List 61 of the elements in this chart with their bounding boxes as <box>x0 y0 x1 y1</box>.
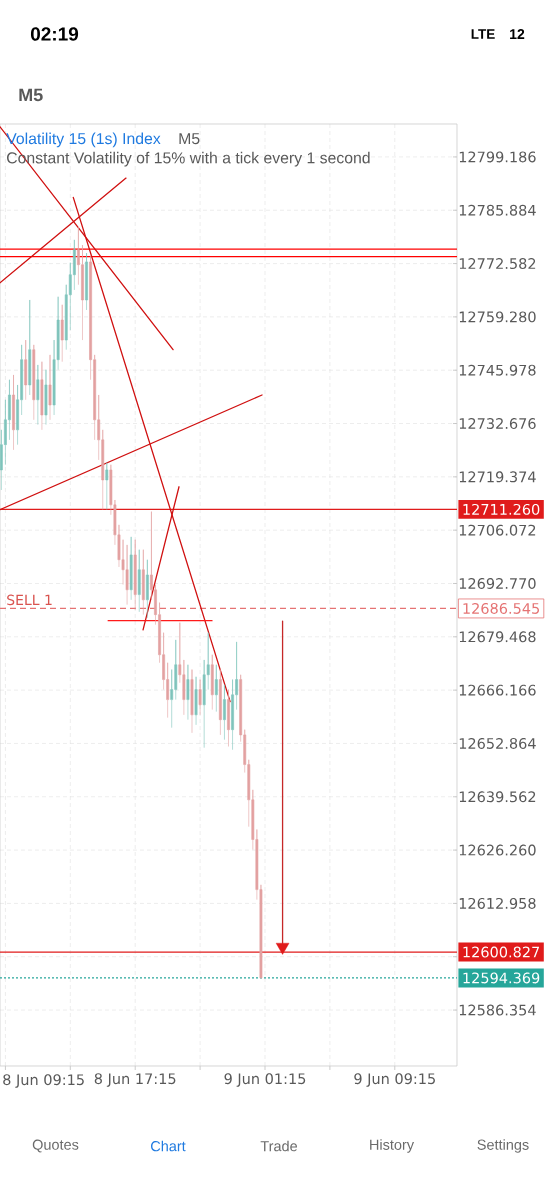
candlestick <box>125 544 129 605</box>
y-tick-label: 12692.770 <box>459 577 536 589</box>
y-tick-label: 12772.582 <box>459 258 536 270</box>
text: 02:19 <box>30 27 79 41</box>
y-tick-label: 12652.864 <box>459 737 536 749</box>
ref-line-label: 12600.827 <box>463 946 540 958</box>
y-tick-label: 12719.374 <box>459 471 536 483</box>
candlestick <box>32 344 36 421</box>
y-tick-label: 12785.884 <box>459 204 536 216</box>
text: Trade <box>260 1140 298 1152</box>
text: LTE <box>471 29 495 39</box>
ref-line-label: 12686.545 <box>463 602 540 614</box>
y-tick-label: 12612.958 <box>459 897 536 909</box>
y-tick-label: 12799.186 <box>459 151 536 163</box>
candlestick <box>12 374 15 451</box>
text: 12 <box>510 29 525 39</box>
candlestick <box>218 669 222 736</box>
text: History <box>370 1139 415 1153</box>
x-tick-label: 9 Jun 01:15 <box>224 1073 306 1087</box>
candlestick <box>44 369 48 425</box>
text: M5 <box>19 88 43 102</box>
candlestick <box>194 676 198 726</box>
candlestick <box>145 559 149 619</box>
candlestick <box>129 536 133 601</box>
candlestick <box>223 684 226 740</box>
candlestick <box>24 339 28 401</box>
text: 8 Jun 09:15 <box>3 1074 84 1088</box>
annotation: SELL 1 <box>7 594 52 606</box>
y-tick-label: 12626.260 <box>459 844 536 856</box>
y-tick-label: 12666.166 <box>459 684 536 696</box>
candlestick <box>36 364 40 425</box>
x-tick-label: 8 Jun 17:15 <box>94 1073 176 1087</box>
candlestick <box>227 689 230 747</box>
candlestick <box>133 539 137 611</box>
candlestick <box>186 664 190 720</box>
y-tick-label: 12586.354 <box>459 1004 536 1016</box>
candlestick <box>198 679 202 716</box>
candlestick <box>137 549 141 613</box>
ref-line-label: 12711.260 <box>463 503 540 515</box>
y-tick-label: 12679.468 <box>459 631 536 643</box>
x-tick-label: 9 Jun 09:15 <box>354 1073 435 1087</box>
y-tick-label: 12759.280 <box>459 311 536 323</box>
y-tick-label: 12639.562 <box>459 791 536 803</box>
text: Settings <box>477 1139 529 1153</box>
candlestick <box>28 299 32 396</box>
annotation: M5 <box>179 133 200 145</box>
text: Quotes <box>32 1139 79 1153</box>
candlestick <box>105 462 109 510</box>
y-tick-label: 12706.072 <box>459 524 536 536</box>
candlestick <box>48 354 52 421</box>
candlestick <box>85 252 88 311</box>
candlestick <box>40 361 44 431</box>
text: Chart <box>151 1140 186 1152</box>
candlestick <box>60 304 64 362</box>
ref-line-label: 12594.369 <box>463 972 540 984</box>
y-tick-label: 12732.676 <box>459 418 536 430</box>
candlestick <box>214 664 218 712</box>
candlestick <box>141 549 145 615</box>
y-tick-label: 12745.978 <box>459 364 536 376</box>
candlestick <box>210 654 214 710</box>
candlestick <box>190 669 194 734</box>
